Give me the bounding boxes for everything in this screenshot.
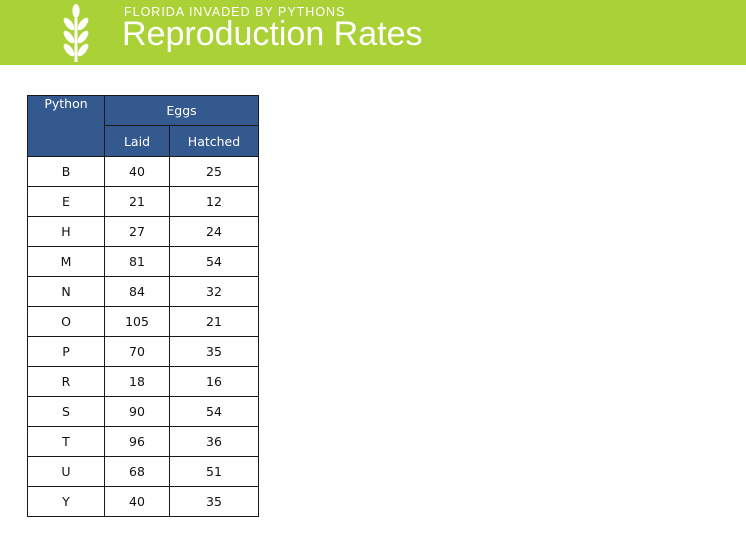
laid-cell: 90 (104, 396, 170, 427)
table-row: Y 40 35 (27, 486, 259, 517)
hatched-cell: 54 (169, 396, 259, 427)
hatched-cell: 51 (169, 456, 259, 487)
hatched-cell: 21 (169, 306, 259, 337)
column-header-laid: Laid (104, 125, 170, 157)
laid-cell: 84 (104, 276, 170, 307)
python-cell: T (27, 426, 105, 457)
hatched-cell: 32 (169, 276, 259, 307)
laid-cell: 96 (104, 426, 170, 457)
table-row: H 27 24 (27, 216, 259, 247)
hatched-cell: 54 (169, 246, 259, 277)
laid-cell: 40 (104, 486, 170, 517)
table-body: B 40 25 E 21 12 H 27 24 M 81 54 N 84 (27, 156, 259, 517)
column-header-python: Python (27, 95, 105, 157)
laid-cell: 70 (104, 336, 170, 367)
laid-cell: 21 (104, 186, 170, 217)
hatched-cell: 24 (169, 216, 259, 247)
wheat-icon (63, 4, 89, 62)
python-cell: Y (27, 486, 105, 517)
hatched-cell: 35 (169, 336, 259, 367)
table-row: P 70 35 (27, 336, 259, 367)
table-row: M 81 54 (27, 246, 259, 277)
column-header-hatched: Hatched (169, 125, 259, 157)
laid-cell: 81 (104, 246, 170, 277)
page-title: Reproduction Rates (122, 15, 423, 53)
page-subtitle: FLORIDA INVADED BY PYTHONS (124, 5, 346, 19)
table-row: U 68 51 (27, 456, 259, 487)
hatched-cell: 35 (169, 486, 259, 517)
hatched-cell: 16 (169, 366, 259, 397)
laid-cell: 68 (104, 456, 170, 487)
table-row: T 96 36 (27, 426, 259, 457)
table-row: S 90 54 (27, 396, 259, 427)
laid-cell: 27 (104, 216, 170, 247)
python-cell: M (27, 246, 105, 277)
laid-cell: 18 (104, 366, 170, 397)
hatched-cell: 36 (169, 426, 259, 457)
python-cell: P (27, 336, 105, 367)
table-row: N 84 32 (27, 276, 259, 307)
python-cell: E (27, 186, 105, 217)
python-cell: O (27, 306, 105, 337)
table-row: O 105 21 (27, 306, 259, 337)
header-banner: FLORIDA INVADED BY PYTHONS Reproduction … (0, 0, 746, 65)
column-group-eggs: Eggs (104, 95, 259, 126)
python-cell: H (27, 216, 105, 247)
hatched-cell: 12 (169, 186, 259, 217)
python-cell: U (27, 456, 105, 487)
laid-cell: 40 (104, 156, 170, 187)
python-cell: N (27, 276, 105, 307)
reproduction-table: Python Eggs Laid Hatched B 40 25 E 21 12… (27, 95, 259, 517)
python-cell: S (27, 396, 105, 427)
table-row: B 40 25 (27, 156, 259, 187)
python-cell: B (27, 156, 105, 187)
table-row: E 21 12 (27, 186, 259, 217)
hatched-cell: 25 (169, 156, 259, 187)
laid-cell: 105 (104, 306, 170, 337)
table-row: R 18 16 (27, 366, 259, 397)
python-cell: R (27, 366, 105, 397)
